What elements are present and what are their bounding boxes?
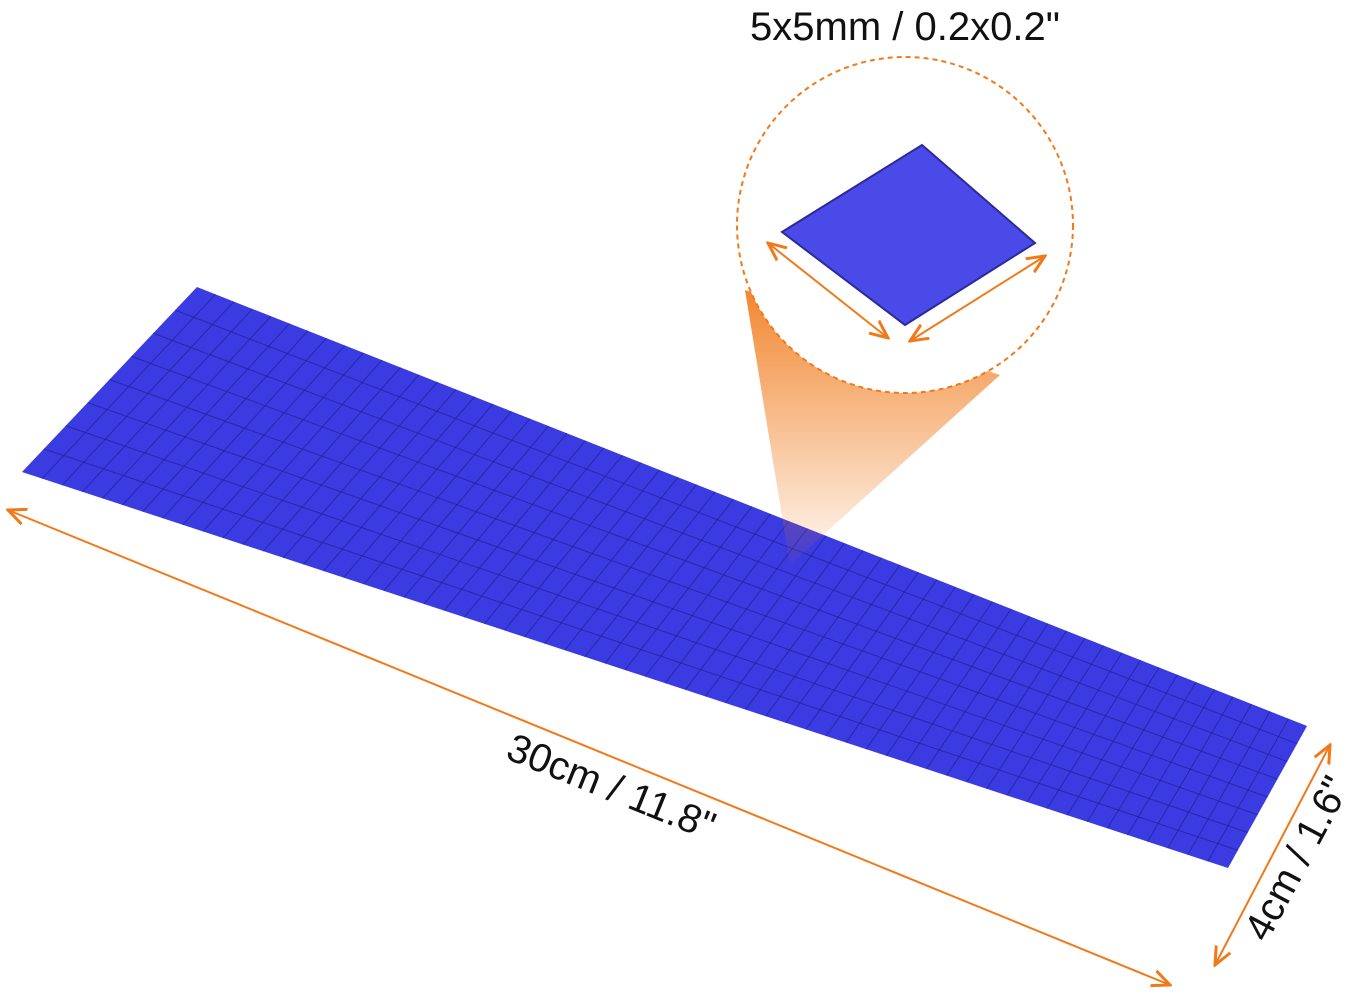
grid-column-line	[61, 301, 235, 486]
grid-column-line	[182, 345, 346, 526]
grid-column-line	[41, 293, 216, 479]
grid-column-line	[81, 308, 253, 493]
width-arrow	[1215, 745, 1330, 965]
tile-side-arrow-2	[910, 256, 1045, 341]
grid-column-line	[202, 352, 364, 532]
length-arrow	[8, 510, 1170, 985]
grid-column-line	[142, 330, 309, 512]
tile-size-label: 5x5mm / 0.2x0.2"	[750, 5, 1060, 49]
grid-column-line	[162, 337, 327, 519]
thermal-pad-strip	[22, 287, 1307, 868]
grid-column-line	[122, 323, 290, 506]
grid-column-line	[102, 315, 272, 499]
tile-side-arrow-1	[768, 243, 888, 338]
grid-column-line	[1167, 703, 1252, 849]
